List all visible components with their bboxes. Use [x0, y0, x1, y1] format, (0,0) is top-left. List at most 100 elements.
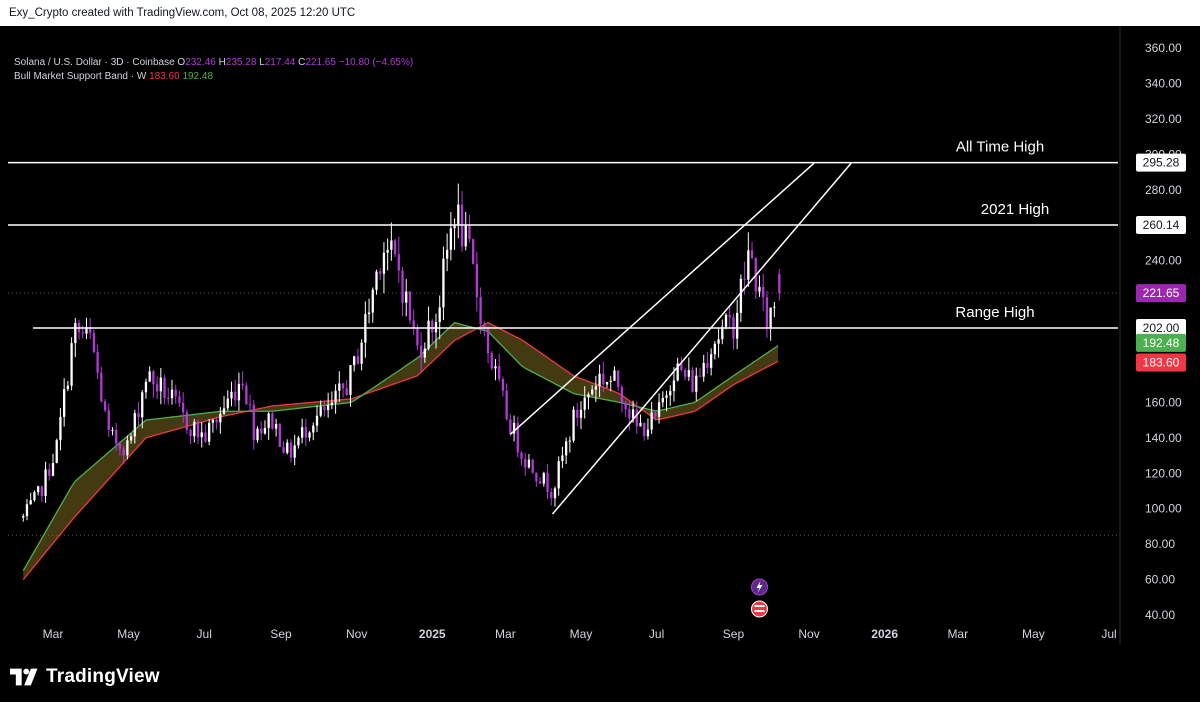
candle-down: [241, 371, 244, 390]
candle-body: [208, 422, 211, 442]
candle-body: [765, 297, 769, 328]
candle-up: [211, 418, 215, 433]
candle-down: [252, 400, 255, 450]
candle-down: [204, 424, 207, 443]
candle-body: [687, 370, 690, 377]
candle-down: [408, 290, 412, 324]
price-badge: [1136, 333, 1186, 352]
candle-up: [382, 242, 386, 294]
y-tick-label: 80.00: [1145, 537, 1175, 551]
candle-up: [739, 274, 743, 322]
candle-up: [111, 427, 114, 436]
candle-down: [680, 357, 683, 372]
price-badge: [1136, 215, 1186, 234]
candle-body: [204, 432, 207, 442]
candle-down: [509, 414, 512, 436]
candle-up: [713, 341, 717, 360]
x-tick-label: Mar: [495, 627, 516, 641]
candle-body: [721, 326, 724, 340]
price-chart[interactable]: 360.00340.00320.00300.00280.00260.00240.…: [0, 26, 1200, 644]
candle-body: [778, 273, 781, 294]
candle-down: [323, 400, 326, 417]
candle-body: [297, 437, 300, 446]
candle-up: [564, 437, 568, 464]
candle-down: [628, 401, 631, 431]
candle-body: [74, 322, 77, 344]
candle-body: [598, 373, 601, 387]
candle-up: [434, 313, 438, 349]
candle-up: [568, 436, 571, 453]
candle-down: [501, 376, 505, 397]
candle-body: [155, 384, 159, 392]
candle-body: [44, 469, 47, 496]
candle-body: [245, 385, 248, 405]
candle-body: [111, 429, 114, 431]
candle-body: [319, 406, 322, 416]
candle-body: [25, 504, 29, 517]
candle-up: [464, 212, 467, 251]
candle-body: [490, 353, 493, 369]
candle-up: [449, 212, 453, 261]
candle-up: [572, 406, 575, 443]
candle-down: [620, 385, 624, 413]
candle-down: [550, 488, 553, 506]
candle-body: [750, 250, 754, 258]
candle-up: [553, 486, 557, 507]
candle-down: [181, 392, 185, 423]
candle-up: [423, 342, 426, 363]
candle-up: [59, 408, 62, 451]
candle-body: [248, 404, 252, 406]
candle-body: [449, 228, 453, 250]
candle-down: [234, 379, 237, 407]
candle-up: [263, 420, 267, 435]
legend-l-label: L: [259, 57, 265, 68]
candle-body: [695, 375, 698, 392]
support-band-ema-line: [22, 321, 779, 572]
candle-body: [594, 386, 598, 390]
candle-body: [256, 428, 259, 441]
candle-body: [300, 427, 304, 438]
candle-down: [107, 403, 110, 437]
candle-body: [728, 314, 731, 318]
candle-body: [85, 327, 88, 334]
candle-down: [617, 370, 620, 391]
price-badge-label: 192.48: [1143, 336, 1180, 350]
price-badge-label: 183.60: [1143, 356, 1180, 370]
legend-o-label: O: [177, 57, 186, 68]
candle-down: [92, 329, 96, 354]
flag-stripe: [754, 605, 765, 607]
candle-up: [442, 246, 445, 321]
candle-body: [293, 445, 296, 458]
channel-lower-line: [551, 162, 852, 515]
candle-body: [356, 356, 360, 364]
candle-body: [538, 481, 542, 484]
candle-body: [282, 446, 285, 453]
candle-body: [583, 397, 586, 410]
candle-body: [237, 383, 241, 401]
candle-body: [542, 473, 545, 484]
candle-down: [728, 305, 731, 329]
tradingview-brand[interactable]: TradingView: [10, 666, 160, 688]
candle-up: [22, 513, 25, 522]
candle-body: [393, 240, 397, 255]
candle-down: [118, 441, 122, 456]
candle-body: [63, 389, 66, 417]
candle-body: [676, 363, 679, 381]
candle-body: [70, 343, 73, 386]
candle-body: [144, 381, 148, 393]
candle-body: [375, 271, 378, 290]
candle-body: [185, 412, 189, 430]
candle-down: [475, 251, 479, 312]
candle-down: [762, 273, 765, 311]
x-tick-label: Jul: [1101, 627, 1116, 641]
x-tick-label: May: [117, 627, 140, 641]
candle-body: [234, 391, 237, 401]
candle-body: [122, 448, 125, 456]
candle-up: [315, 405, 319, 433]
candle-body: [602, 373, 605, 385]
candle-body: [434, 322, 438, 333]
candle-body: [564, 441, 568, 456]
candle-body: [66, 385, 70, 390]
chart-area[interactable]: 360.00340.00320.00300.00280.00260.00240.…: [0, 26, 1200, 644]
candle-up: [661, 391, 664, 408]
